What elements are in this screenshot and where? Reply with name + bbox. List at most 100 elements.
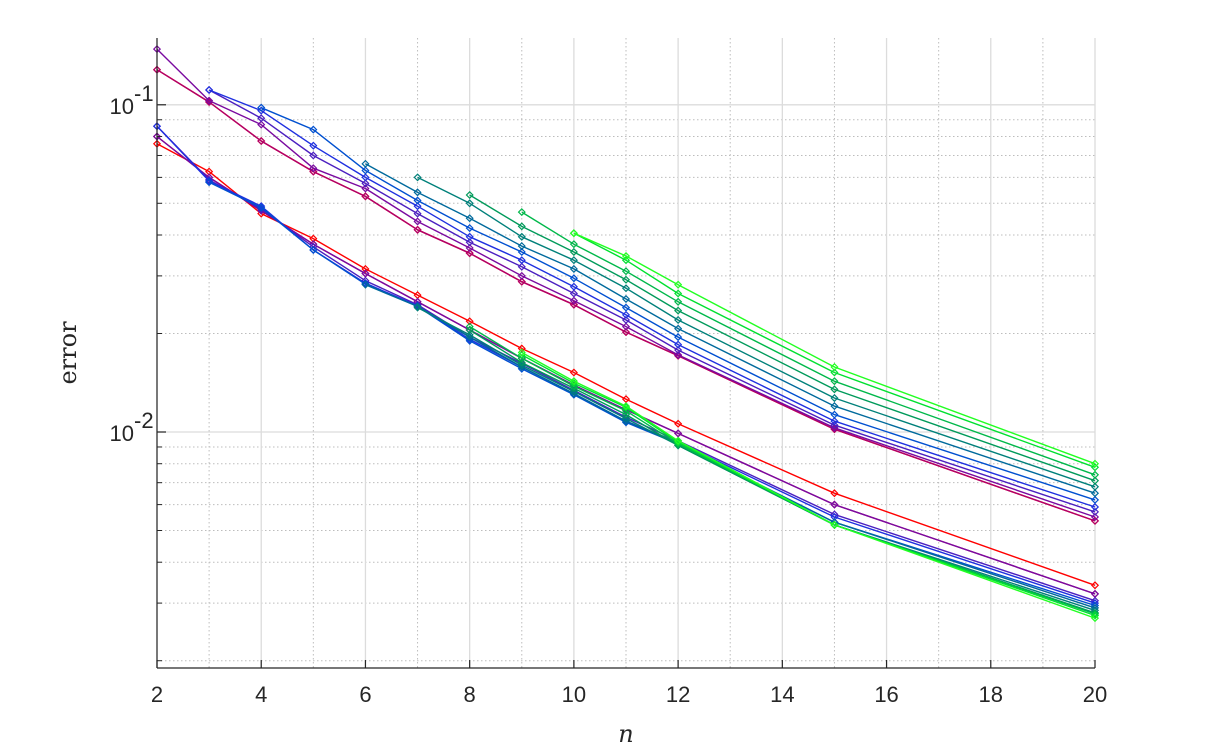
- data-point-marker: [361, 166, 370, 175]
- data-point-marker: [361, 179, 370, 188]
- data-point-marker: [205, 178, 214, 187]
- data-point-marker: [1090, 502, 1100, 512]
- data-point-marker: [465, 232, 474, 241]
- y-tick-label: 10: [110, 94, 134, 119]
- x-tick-label: 10: [562, 682, 586, 707]
- data-point-marker: [674, 340, 683, 349]
- data-point-marker: [1090, 614, 1100, 623]
- series-line-upper: [208, 89, 1096, 508]
- data-point-marker: [413, 225, 422, 234]
- data-point-marker: [569, 296, 578, 305]
- data-point-marker: [413, 302, 422, 311]
- data-point-marker: [830, 377, 839, 386]
- x-tick-label: 2: [151, 682, 163, 707]
- x-tick-label: 20: [1083, 682, 1107, 707]
- data-point-marker: [361, 264, 370, 273]
- y-tick-label: 10: [110, 421, 134, 446]
- x-tick-label: 8: [464, 682, 476, 707]
- data-point-marker: [465, 330, 474, 339]
- data-point-marker: [413, 202, 422, 211]
- data-point-marker: [569, 247, 578, 257]
- series-line-upper: [573, 232, 1096, 468]
- data-point-marker: [621, 406, 631, 415]
- data-point-marker: [569, 274, 578, 283]
- data-point-marker: [830, 402, 839, 411]
- series-line-upper: [156, 69, 1096, 522]
- series-layer: [152, 45, 1100, 623]
- data-point-marker: [517, 247, 526, 257]
- data-point-marker: [361, 173, 370, 182]
- data-point-marker: [361, 159, 370, 168]
- data-point-marker: [361, 280, 370, 289]
- data-point-marker: [465, 243, 474, 253]
- data-point-marker: [517, 242, 526, 251]
- data-point-marker: [569, 282, 578, 291]
- data-point-marker: [621, 403, 631, 412]
- series-line-upper: [156, 48, 1096, 518]
- data-point-marker: [621, 402, 631, 411]
- data-point-marker: [674, 280, 683, 289]
- data-point-marker: [621, 328, 631, 337]
- data-point-marker: [361, 192, 370, 201]
- data-point-marker: [1090, 608, 1100, 617]
- data-point-marker: [830, 489, 839, 498]
- data-point-marker: [1090, 611, 1100, 620]
- data-point-marker: [205, 85, 214, 95]
- data-point-marker: [830, 421, 839, 430]
- data-point-marker: [621, 322, 631, 331]
- data-point-marker: [257, 202, 266, 211]
- data-point-marker: [309, 245, 318, 255]
- data-point-marker: [465, 249, 474, 258]
- data-point-marker: [309, 151, 318, 160]
- data-point-marker: [517, 262, 526, 271]
- series-line-upper: [260, 107, 1096, 501]
- series-line-upper: [417, 176, 1096, 488]
- data-point-marker: [205, 96, 214, 105]
- data-point-marker: [1090, 470, 1100, 479]
- data-point-marker: [569, 240, 578, 249]
- data-point-marker: [569, 368, 578, 377]
- data-point-marker: [517, 358, 526, 367]
- data-point-marker: [413, 188, 422, 197]
- data-point-marker: [569, 256, 578, 265]
- data-point-marker: [569, 390, 578, 399]
- y-tick-label-exponent: -1: [134, 81, 154, 106]
- y-axis-label: error: [54, 321, 82, 385]
- data-point-marker: [413, 303, 422, 312]
- data-point-marker: [465, 199, 474, 208]
- data-point-marker: [361, 184, 370, 193]
- data-point-marker: [465, 214, 474, 223]
- data-point-marker: [1090, 482, 1100, 491]
- data-point-marker: [569, 387, 578, 396]
- x-axis-label: n: [618, 720, 633, 748]
- data-point-marker: [830, 368, 839, 377]
- data-point-marker: [465, 336, 474, 345]
- data-point-marker: [517, 232, 526, 241]
- data-point-marker: [830, 385, 839, 394]
- data-point-marker: [674, 346, 683, 355]
- x-tick-label: 12: [666, 682, 690, 707]
- data-point-marker: [674, 436, 683, 445]
- data-point-marker: [569, 382, 578, 391]
- data-point-marker: [621, 303, 631, 312]
- data-point-marker: [257, 120, 266, 129]
- x-tick-label: 16: [874, 682, 898, 707]
- series-line-upper: [573, 232, 1096, 465]
- series-line-upper: [469, 194, 1096, 482]
- data-point-marker: [1090, 599, 1100, 608]
- x-tick-label: 6: [359, 682, 371, 707]
- data-point-marker: [1090, 459, 1100, 468]
- data-point-marker: [674, 315, 683, 325]
- series-line-upper: [365, 163, 1096, 494]
- data-point-marker: [309, 125, 318, 134]
- data-point-marker: [257, 103, 266, 112]
- data-point-marker: [830, 362, 839, 372]
- data-point-marker: [569, 264, 578, 273]
- data-point-marker: [830, 417, 839, 426]
- data-point-marker: [621, 410, 631, 419]
- data-point-marker: [830, 393, 839, 403]
- data-point-marker: [621, 256, 631, 265]
- data-point-marker: [517, 354, 526, 363]
- data-point-marker: [517, 256, 526, 265]
